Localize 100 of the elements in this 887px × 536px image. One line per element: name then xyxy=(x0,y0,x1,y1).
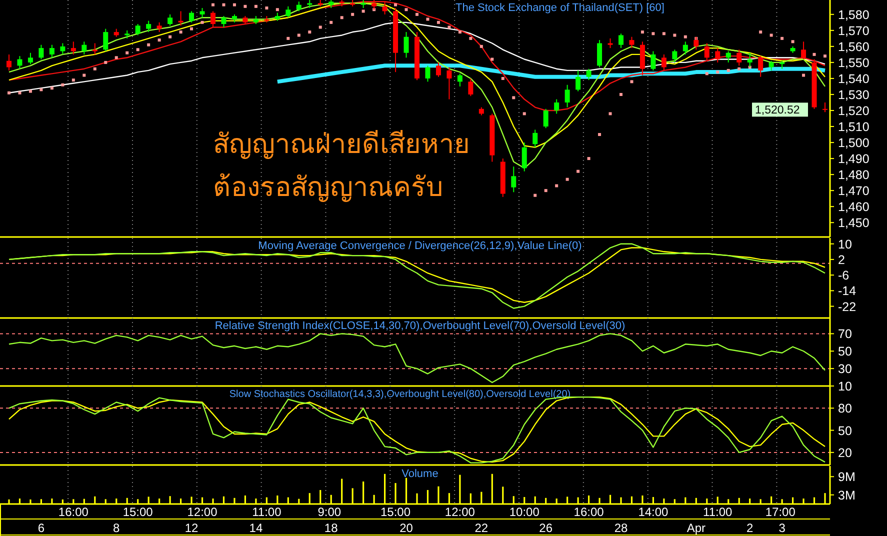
candlestick xyxy=(6,54,12,71)
candlestick xyxy=(156,22,162,33)
y-tick-label: 1,550 xyxy=(838,56,870,70)
candlestick xyxy=(200,8,205,18)
x-tick-label: 12:00 xyxy=(444,505,476,519)
x-tick-label: 8 xyxy=(113,521,120,535)
candlestick xyxy=(650,50,656,71)
y-tick-label: 50 xyxy=(838,424,852,438)
x-tick-label: 20 xyxy=(400,521,414,535)
candlestick xyxy=(404,32,409,58)
candlestick xyxy=(618,33,624,49)
x-tick-label: 22 xyxy=(474,521,488,535)
line-series xyxy=(8,22,826,94)
candlestick xyxy=(682,41,688,55)
y-tick-label: 30 xyxy=(838,362,852,376)
x-tick-label: 16:00 xyxy=(58,505,89,519)
y-tick-label: 1,500 xyxy=(838,136,870,150)
candlestick xyxy=(543,108,548,129)
y-tick-label: 1,470 xyxy=(838,184,870,198)
candlestick xyxy=(382,1,388,15)
x-tick-label: 2 xyxy=(746,521,754,535)
candlestick xyxy=(60,42,66,55)
candlestick xyxy=(597,40,602,68)
y-tick-label: 1,520 xyxy=(838,104,870,118)
candlestick xyxy=(715,48,720,63)
chart-title: Slow Stochastics Oscillator(14,3,3),Overbought Level(80),Oversold Level(20) xyxy=(229,389,571,400)
chart-title: Moving Average Convergence / Divergence(26,12,9),Value Line(0) xyxy=(258,240,582,252)
x-tick-label: 26 xyxy=(539,521,553,535)
candlestick xyxy=(70,41,76,55)
x-tick-label: 12:00 xyxy=(187,505,218,519)
candlestick xyxy=(189,10,194,23)
candlestick xyxy=(210,10,216,28)
candlestick xyxy=(49,44,54,58)
x-tick-label: 15:00 xyxy=(380,505,411,519)
y-tick-label: 1,580 xyxy=(838,8,870,22)
candlestick xyxy=(522,142,527,172)
candlestick xyxy=(554,98,560,114)
y-tick-label: 1,560 xyxy=(838,40,870,54)
candlestick xyxy=(629,36,634,49)
x-tick-label: Apr xyxy=(686,521,706,535)
line-series xyxy=(8,333,826,384)
y-tick-label: 20 xyxy=(838,446,852,460)
x-tick-label: 15:00 xyxy=(122,505,154,519)
x-tick-label: 6 xyxy=(38,521,45,535)
chart-title: Relative Strength Index(CLOSE,14,30,70),Overbought Level(70),Oversold Level(30) xyxy=(214,320,626,332)
candlestick xyxy=(436,62,441,78)
candlestick xyxy=(532,129,538,148)
candlestick xyxy=(704,42,710,62)
candlestick xyxy=(92,42,98,55)
y-tick-label: -14 xyxy=(838,284,856,298)
y-tick-label: 1,510 xyxy=(838,120,870,134)
y-tick-label: 70 xyxy=(838,327,852,342)
x-tick-label: 11:00 xyxy=(252,505,282,519)
candlestick xyxy=(296,1,302,12)
candlestick xyxy=(768,60,774,71)
x-tick-label: 11:00 xyxy=(703,505,733,519)
y-tick-label: 1,450 xyxy=(838,216,870,230)
candlestick xyxy=(286,6,291,18)
candlestick xyxy=(576,70,581,92)
x-tick-label: 10:00 xyxy=(509,505,540,519)
y-tick-label: 2 xyxy=(838,252,845,267)
candlestick xyxy=(736,49,742,66)
y-tick-label: 10 xyxy=(838,380,852,394)
candlestick xyxy=(468,78,474,97)
candlestick xyxy=(586,68,592,81)
y-tick-label: 1,460 xyxy=(838,200,870,214)
y-tick-label: 1,530 xyxy=(838,88,870,102)
y-tick-label: 1,490 xyxy=(838,152,870,166)
candlestick xyxy=(608,38,613,49)
candlestick xyxy=(17,56,22,70)
y-tick-label: 80 xyxy=(838,402,852,416)
candlestick xyxy=(425,65,430,82)
y-tick-label: -6 xyxy=(838,268,850,283)
line-series xyxy=(8,243,826,309)
x-tick-label: 12 xyxy=(184,521,199,535)
y-tick-label: 3M xyxy=(838,488,856,502)
candlestick xyxy=(82,41,87,55)
y-tick-label: 10 xyxy=(838,237,852,252)
candlestick xyxy=(146,20,152,33)
x-tick-label: 9:00 18 xyxy=(318,505,342,535)
annotation: 1,520.52 xyxy=(755,104,800,117)
y-tick-label: -22 xyxy=(838,300,856,314)
x-tick-label: 28 xyxy=(614,521,628,535)
candlestick xyxy=(38,44,44,60)
candlestick xyxy=(28,52,33,65)
candlestick xyxy=(135,24,140,36)
y-tick-label: 1,540 xyxy=(838,72,870,86)
candlestick xyxy=(457,73,462,87)
chart-title: Volume xyxy=(402,468,438,480)
candlestick xyxy=(822,102,828,113)
y-tick-label: 50 xyxy=(838,344,852,359)
candlestick xyxy=(511,166,516,193)
candlestick xyxy=(178,10,184,26)
candlestick xyxy=(801,41,806,60)
candlestick xyxy=(672,49,678,63)
candlestick xyxy=(661,54,666,71)
x-tick-label: 14 xyxy=(249,521,263,535)
candlestick xyxy=(103,28,108,52)
y-tick-label: 9M xyxy=(838,470,856,484)
annotation: สัญญาณฝ่ายดีเสียหาย xyxy=(213,129,470,159)
